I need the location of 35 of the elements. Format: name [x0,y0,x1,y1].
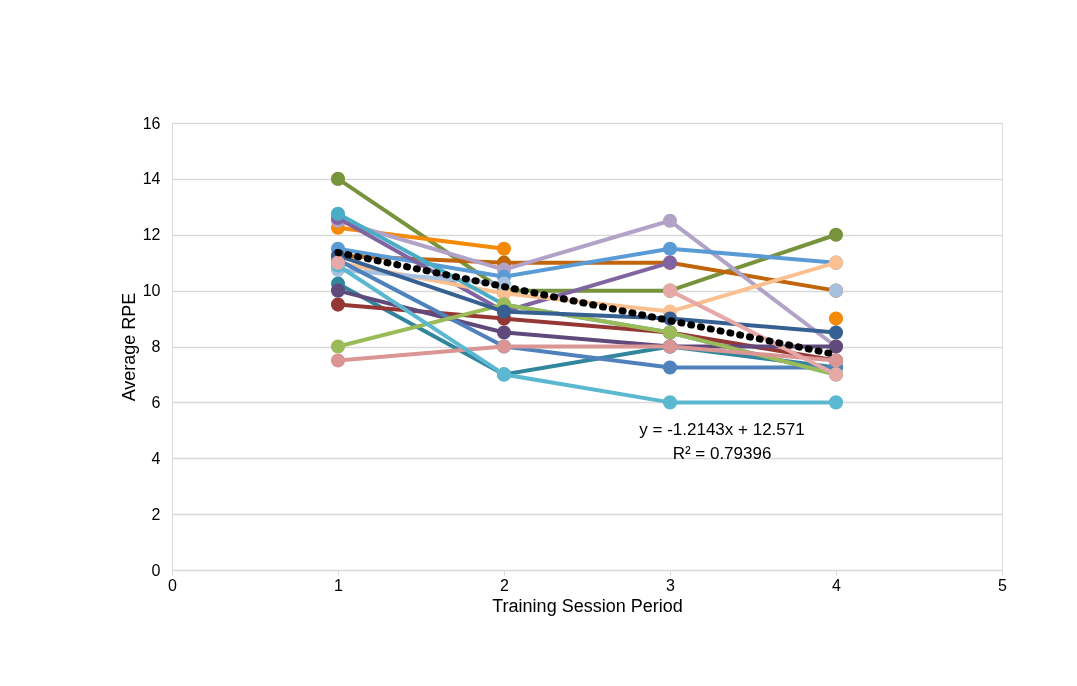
y-tick-label: 12 [142,226,161,244]
y-tick-label: 4 [151,449,161,467]
x-axis-title: Training Session Period [492,595,683,616]
x-tick-label: 4 [832,576,842,594]
point [330,297,346,312]
point [330,283,346,298]
point [828,311,844,326]
x-tick-label: 1 [334,576,344,594]
y-tick-label: 0 [151,561,161,579]
point [330,339,346,354]
point [662,395,678,410]
y-tick-label: 16 [142,114,161,132]
point [828,395,844,410]
y-tick-label: 8 [151,338,161,355]
point [330,171,346,186]
point [330,353,346,368]
x-tick-label: 2 [500,576,510,594]
x-tick-label: 3 [666,576,676,594]
y-axis-title: Average RPE [118,292,139,402]
point [662,360,678,375]
y-tick-label: 10 [142,282,161,300]
point [662,213,678,228]
point [330,206,346,221]
y-tick-label: 14 [142,170,161,188]
point [828,325,844,340]
point [496,325,512,340]
point [828,227,844,242]
point [496,241,512,256]
annotation: y = -1.2143x + 12.571 [639,420,805,439]
x-tick-label: 0 [168,576,178,594]
y-tick-label: 6 [151,393,161,411]
y-tick-label: 2 [151,505,161,523]
annotation: R² = 0.79396 [672,444,772,463]
point [662,241,678,256]
x-tick-label: 5 [998,576,1008,594]
